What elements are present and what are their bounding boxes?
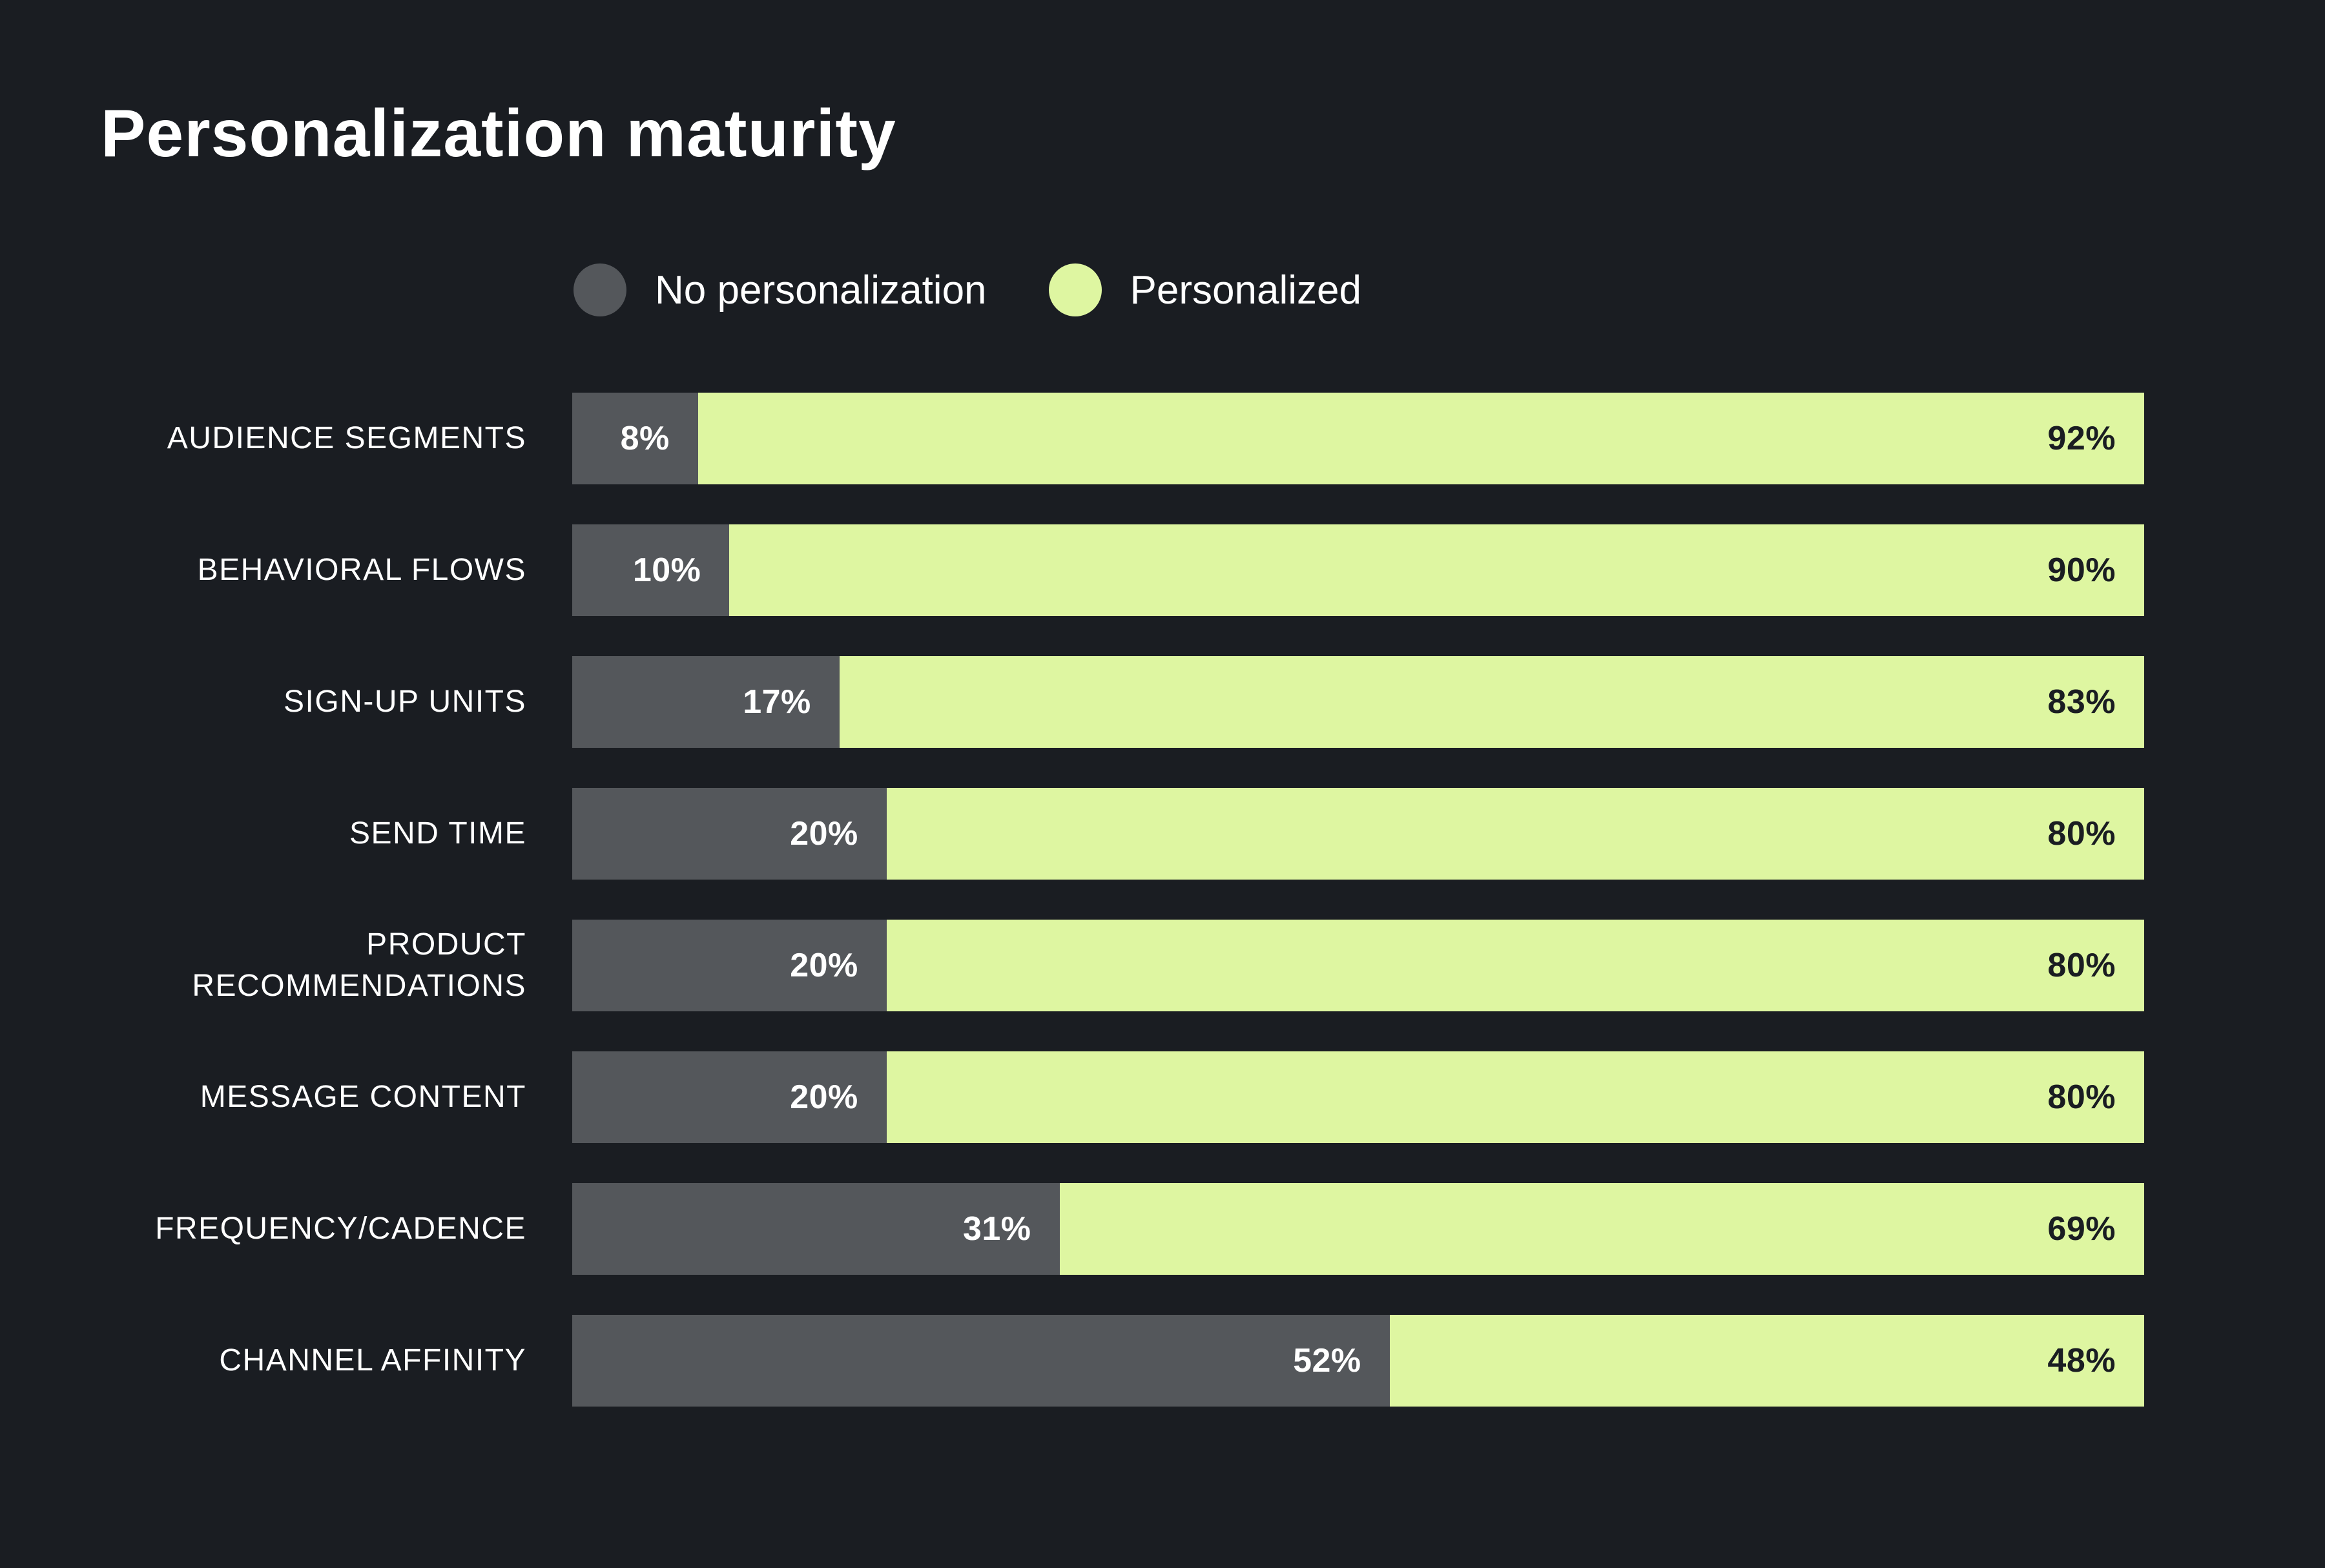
segment-value-no-personalization: 52% — [1293, 1342, 1361, 1379]
segment-value-no-personalization: 8% — [620, 420, 670, 457]
segment-no-personalization: 17% — [572, 656, 840, 748]
category-label: MESSAGE CONTENT — [200, 1080, 526, 1114]
bar-track: 20% 80% — [572, 788, 2144, 880]
segment-value-personalized: 69% — [2047, 1210, 2116, 1248]
segment-value-personalized: 92% — [2047, 420, 2116, 457]
category-label: SEND TIME — [349, 816, 526, 851]
segment-no-personalization: 20% — [572, 1051, 887, 1143]
category-label: FREQUENCY/CADENCE — [155, 1212, 526, 1246]
bar-track: 20% 80% — [572, 920, 2144, 1011]
chart-title: Personalization maturity — [101, 96, 896, 171]
segment-value-personalized: 80% — [2047, 815, 2116, 852]
category-label: BEHAVIORAL FLOWS — [197, 553, 526, 587]
segment-personalized: 92% — [698, 393, 2144, 484]
segment-value-no-personalization: 20% — [790, 1078, 858, 1116]
segment-no-personalization: 20% — [572, 788, 887, 880]
segment-personalized: 80% — [886, 1051, 2144, 1143]
legend-label-no-personalization: No personalization — [655, 267, 987, 313]
bar-row-behavioral-flows: BEHAVIORAL FLOWS 10% 90% — [0, 524, 2325, 616]
bar-row-frequency-cadence: FREQUENCY/CADENCE 31% 69% — [0, 1183, 2325, 1275]
bar-row-send-time: SEND TIME 20% 80% — [0, 788, 2325, 880]
segment-value-no-personalization: 17% — [743, 683, 811, 721]
segment-value-personalized: 83% — [2047, 683, 2116, 721]
segment-value-no-personalization: 31% — [962, 1210, 1031, 1248]
bar-track: 10% 90% — [572, 524, 2144, 616]
bar-track: 20% 80% — [572, 1051, 2144, 1143]
category-label: SIGN-UP UNITS — [284, 685, 526, 719]
segment-value-no-personalization: 20% — [790, 815, 858, 852]
segment-no-personalization: 52% — [572, 1315, 1390, 1407]
category-label: AUDIENCE SEGMENTS — [167, 421, 526, 455]
segment-personalized: 69% — [1059, 1183, 2144, 1275]
segment-value-no-personalization: 20% — [790, 947, 858, 984]
bar-track: 17% 83% — [572, 656, 2144, 748]
segment-no-personalization: 20% — [572, 920, 887, 1011]
segment-no-personalization: 10% — [572, 524, 730, 616]
bar-track: 52% 48% — [572, 1315, 2144, 1407]
category-label: PRODUCT RECOMMENDATIONS — [192, 927, 526, 1003]
segment-personalized: 80% — [886, 920, 2144, 1011]
segment-personalized: 90% — [729, 524, 2144, 616]
segment-value-personalized: 48% — [2047, 1342, 2116, 1379]
segment-value-no-personalization: 10% — [632, 552, 701, 589]
legend-item-personalized: Personalized — [1048, 263, 1361, 316]
segment-no-personalization: 31% — [572, 1183, 1060, 1275]
bar-row-sign-up-units: SIGN-UP UNITS 17% 83% — [0, 656, 2325, 748]
bar-row-audience-segments: AUDIENCE SEGMENTS 8% 92% — [0, 393, 2325, 484]
legend-label-personalized: Personalized — [1130, 267, 1361, 313]
bar-track: 8% 92% — [572, 393, 2144, 484]
category-label: CHANNEL AFFINITY — [219, 1343, 526, 1377]
legend-item-no-personalization: No personalization — [574, 263, 987, 316]
segment-value-personalized: 90% — [2047, 552, 2116, 589]
legend-swatch-circle-gray — [574, 263, 626, 316]
bar-rows: AUDIENCE SEGMENTS 8% 92% BEHAVIORAL FLOW… — [0, 393, 2325, 1447]
segment-value-personalized: 80% — [2047, 1078, 2116, 1116]
legend-swatch-circle-green — [1048, 263, 1102, 316]
segment-personalized: 83% — [839, 656, 2144, 748]
chart-legend: No personalization Personalized — [574, 263, 1361, 316]
segment-personalized: 48% — [1389, 1315, 2144, 1407]
segment-no-personalization: 8% — [572, 393, 698, 484]
bar-row-channel-affinity: CHANNEL AFFINITY 52% 48% — [0, 1315, 2325, 1407]
bar-row-message-content: MESSAGE CONTENT 20% 80% — [0, 1051, 2325, 1143]
segment-value-personalized: 80% — [2047, 947, 2116, 984]
segment-personalized: 80% — [886, 788, 2144, 880]
bar-row-product-recommendations: PRODUCT RECOMMENDATIONS 20% 80% — [0, 920, 2325, 1011]
bar-track: 31% 69% — [572, 1183, 2144, 1275]
